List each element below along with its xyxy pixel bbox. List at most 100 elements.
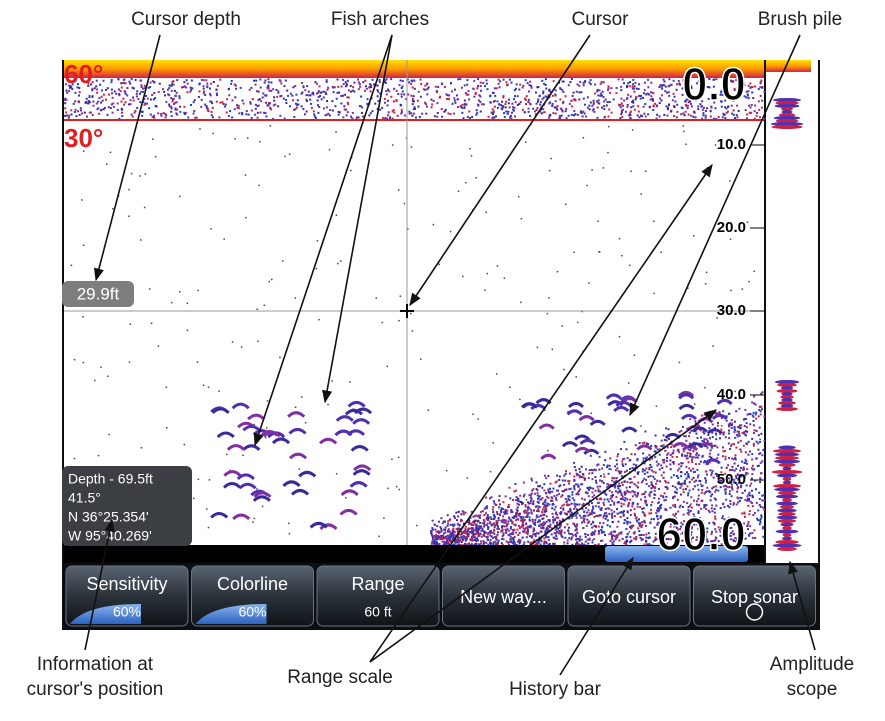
button-value[interactable]: 60%: [113, 604, 141, 620]
echo: [601, 539, 604, 542]
echo: [713, 101, 716, 104]
echo: [686, 97, 689, 100]
echo: [605, 514, 608, 517]
echo: [757, 509, 760, 512]
echo: [242, 454, 244, 457]
echo: [522, 543, 525, 546]
fish-arch: [672, 442, 689, 449]
echo: [469, 530, 472, 533]
echo: [134, 109, 137, 112]
echo: [572, 522, 575, 525]
echo: [472, 532, 475, 535]
echo: [431, 538, 434, 541]
echo: [594, 489, 597, 492]
echo: [689, 453, 692, 456]
echo: [618, 482, 621, 485]
echo: [464, 531, 467, 534]
echo: [704, 114, 707, 117]
echo: [751, 464, 754, 467]
echo: [729, 503, 732, 506]
button[interactable]: New way...: [442, 565, 565, 627]
echo: [544, 492, 547, 495]
echo: [710, 472, 713, 475]
echo: [512, 498, 515, 501]
echo: [629, 481, 632, 484]
echo: [168, 86, 171, 89]
button-face[interactable]: [693, 565, 816, 627]
button-label[interactable]: Goto cursor: [582, 587, 676, 607]
echo: [519, 516, 522, 519]
echo: [751, 496, 754, 499]
echo: [466, 477, 468, 479]
echo: [466, 528, 469, 531]
echo: [666, 106, 669, 109]
echo: [544, 504, 547, 507]
fish-arch: [687, 442, 704, 449]
echo: [610, 535, 613, 538]
echo: [554, 89, 557, 92]
echo: [656, 464, 659, 467]
echo: [529, 80, 532, 83]
echo: [725, 107, 728, 110]
echo: [450, 539, 453, 542]
button-label[interactable]: Range: [351, 574, 404, 594]
button-value[interactable]: 60%: [238, 604, 266, 620]
button-face[interactable]: [316, 565, 440, 627]
echo: [317, 111, 320, 114]
button[interactable]: Range 60 ft: [316, 565, 440, 627]
range-mark: 40.0: [717, 386, 746, 403]
echo: [338, 111, 341, 114]
button[interactable]: Colorline 60%: [191, 565, 314, 627]
echo: [622, 464, 625, 467]
scope-echo: [782, 498, 792, 502]
echo: [609, 497, 612, 500]
echo: [738, 424, 741, 427]
echo: [391, 458, 393, 461]
echo: [662, 461, 665, 464]
echo: [118, 94, 121, 97]
echo: [265, 427, 268, 429]
echo: [613, 501, 616, 504]
button-label[interactable]: New way...: [460, 587, 547, 607]
button-value[interactable]: 60 ft: [364, 604, 391, 620]
echo: [198, 82, 201, 85]
echo: [580, 475, 583, 478]
echo: [567, 510, 570, 513]
echo: [754, 104, 757, 107]
echo: [679, 482, 682, 485]
callout-label: History bar: [509, 679, 602, 700]
echo: [641, 507, 644, 510]
echo: [503, 519, 506, 522]
button[interactable]: Goto cursor: [567, 565, 691, 627]
button-label[interactable]: Colorline: [217, 574, 288, 594]
echo: [265, 115, 268, 118]
echo: [555, 499, 558, 502]
echo: [610, 468, 612, 471]
echo: [417, 105, 420, 108]
button-label[interactable]: Stop sonar: [711, 587, 798, 607]
button[interactable]: Sensitivity 60%: [65, 565, 189, 627]
echo: [592, 507, 595, 510]
button[interactable]: Stop sonar: [693, 565, 816, 627]
echo: [619, 117, 622, 120]
echo: [278, 79, 281, 82]
echo: [689, 520, 692, 523]
button-label[interactable]: Sensitivity: [86, 574, 167, 594]
echo: [175, 112, 178, 115]
echo: [541, 527, 544, 530]
echo: [757, 88, 760, 91]
echo: [625, 520, 628, 523]
echo: [617, 520, 620, 523]
echo: [688, 442, 691, 445]
echo: [511, 522, 514, 525]
echo: [406, 78, 409, 81]
echo: [615, 479, 618, 482]
echo: [447, 522, 450, 525]
echo: [312, 110, 315, 113]
scope-echo: [777, 547, 797, 551]
button-face[interactable]: [442, 565, 565, 627]
echo: [682, 488, 685, 491]
echo: [525, 102, 528, 105]
echo: [668, 84, 671, 87]
history-bar: [605, 546, 748, 562]
